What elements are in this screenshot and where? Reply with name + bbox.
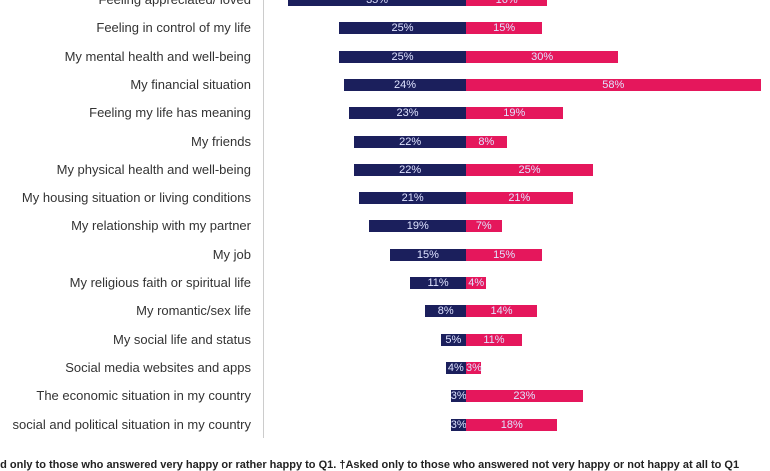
bar-left: 22% (354, 163, 466, 176)
data-label: 3% (466, 361, 482, 374)
bar-left: 22% (354, 135, 466, 148)
category-label: social and political situation in my cou… (12, 416, 251, 432)
data-label: 25% (518, 163, 541, 176)
data-label: 25% (391, 22, 414, 35)
data-label: 5% (445, 333, 462, 346)
bar-left: 5% (440, 333, 466, 346)
bar-left: 11% (410, 277, 466, 289)
bar-right: 7% (466, 220, 502, 233)
bar-left: 8% (425, 305, 466, 318)
bar-right: 18% (466, 418, 558, 431)
bar-left: 15% (389, 248, 466, 261)
data-label: 14% (490, 305, 513, 318)
data-label: 7% (475, 220, 492, 233)
data-label: 24% (394, 78, 417, 91)
data-label: 3% (450, 390, 467, 403)
bar-right: 15% (466, 248, 543, 261)
bar-right: 14% (466, 305, 538, 318)
data-label: 8% (437, 305, 454, 318)
bar-right: 21% (466, 192, 573, 205)
data-label: 11% (427, 277, 449, 289)
bar-left: 3% (450, 390, 467, 403)
axis-divider (263, 0, 264, 438)
footnote: ed only to those who answered very happy… (0, 459, 740, 471)
data-label: 22% (399, 163, 422, 176)
category-label: Social media websites and apps (65, 359, 251, 375)
bar-left: 4% (445, 361, 466, 374)
data-label: 25% (391, 50, 414, 63)
category-label: My religious faith or spiritual life (69, 275, 251, 290)
data-label: 15% (493, 22, 516, 35)
data-label: 21% (508, 192, 531, 205)
bar-left: 25% (339, 50, 466, 63)
category-label: My mental health and well-being (64, 48, 251, 64)
bar-right: 19% (466, 107, 563, 120)
category-label: My friends (191, 133, 251, 149)
bar-left: 19% (369, 220, 466, 233)
category-label: The economic situation in my country (36, 388, 251, 404)
data-label: 11% (483, 333, 505, 346)
data-label: 21% (401, 192, 424, 205)
data-label: 15% (416, 248, 439, 261)
category-label: My financial situation (130, 76, 251, 92)
category-label: My relationship with my partner (71, 218, 251, 234)
bar-right: 3% (466, 361, 482, 374)
category-label: My job (212, 246, 251, 262)
bar-left: 21% (359, 192, 466, 205)
category-label: Feeling appreciated/ loved (99, 0, 252, 8)
bar-left: 25% (339, 22, 466, 35)
category-label: My social life and status (112, 331, 251, 347)
data-label: 8% (478, 135, 495, 148)
data-label: 19% (503, 107, 526, 120)
category-label: Feeling in control of my life (96, 20, 251, 36)
bar-right: 4% (466, 277, 487, 289)
data-label: 22% (399, 135, 422, 148)
bar-right: 11% (466, 333, 522, 346)
bar-right: 16% (466, 0, 548, 6)
data-label: 23% (513, 390, 536, 403)
bar-left: 35% (288, 0, 466, 6)
data-label: 15% (493, 248, 516, 261)
data-label: 30% (531, 50, 554, 63)
data-label: 23% (396, 107, 419, 120)
category-label: My housing situation or living condition… (21, 190, 251, 206)
bar-left: 24% (344, 78, 466, 91)
data-label: 58% (602, 78, 625, 91)
bar-right: 15% (466, 22, 543, 35)
data-label: 4% (447, 361, 464, 374)
data-label: 16% (495, 0, 518, 6)
category-label: Feeling my life has meaning (89, 105, 251, 121)
data-label: 18% (500, 418, 523, 431)
data-label: 3% (450, 418, 467, 431)
bar-right: 8% (466, 135, 507, 148)
category-label: My physical health and well-being (56, 161, 251, 177)
data-label: 35% (366, 0, 389, 6)
bar-left: 23% (349, 107, 466, 120)
data-label: 19% (406, 220, 429, 233)
bar-right: 58% (466, 78, 761, 91)
bar-right: 23% (466, 390, 583, 403)
data-label: 4% (468, 277, 485, 289)
bar-left: 3% (450, 418, 467, 431)
bar-right: 30% (466, 50, 619, 63)
category-label: My romantic/sex life (136, 303, 251, 319)
bar-right: 25% (466, 163, 593, 176)
